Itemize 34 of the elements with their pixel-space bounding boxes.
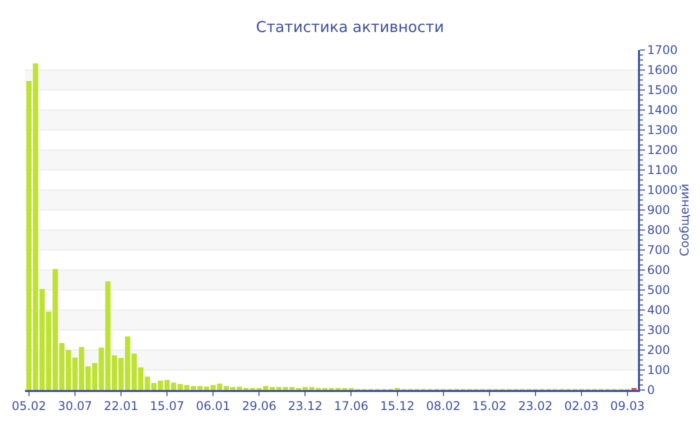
x-tick-label: 29.06 — [242, 399, 276, 414]
y-tick-label: 1200 — [647, 143, 678, 158]
y-tick-label: 700 — [647, 243, 670, 258]
x-tick-label: 15.12 — [380, 399, 414, 414]
x-tick-label: 09.03 — [610, 399, 645, 414]
x-tick-label: 23.02 — [518, 399, 553, 414]
x-tick-label: 08.02 — [426, 399, 460, 414]
x-tick-label: 06.01 — [196, 399, 230, 414]
y-tick-label: 1600 — [647, 63, 678, 78]
y-tick-label: 100 — [647, 363, 670, 378]
y-tick-label: 1400 — [647, 103, 678, 118]
y-tick-label: 500 — [647, 283, 670, 298]
y-tick-label: 1000 — [647, 183, 678, 198]
y-tick-label: 900 — [647, 203, 670, 218]
x-tick-label: 30.07 — [58, 399, 92, 414]
x-tick-label: 02.03 — [564, 399, 599, 414]
y-axis-title: Сообщений — [678, 184, 692, 256]
y-tick-label: 300 — [647, 323, 670, 338]
y-tick-label: 1500 — [647, 83, 678, 98]
x-tick-label: 17.06 — [334, 399, 368, 414]
y-tick-label: 1100 — [647, 163, 678, 178]
y-tick-label: 0 — [647, 383, 655, 398]
x-tick-label: 15.02 — [472, 399, 507, 414]
y-tick-label: 400 — [647, 303, 670, 318]
x-tick-label: 15.07 — [150, 399, 184, 414]
y-tick-label: 1700 — [647, 43, 678, 58]
y-tick-label: 200 — [647, 343, 670, 358]
y-tick-label: 600 — [647, 263, 670, 278]
x-tick-label: 23.12 — [288, 399, 322, 414]
x-tick-label: 05.02 — [12, 399, 46, 414]
y-tick-label: 800 — [647, 223, 670, 238]
chart-title: Статистика активности — [256, 18, 444, 36]
y-tick-label: 1300 — [647, 123, 678, 138]
x-tick-label: 22.01 — [104, 399, 138, 414]
